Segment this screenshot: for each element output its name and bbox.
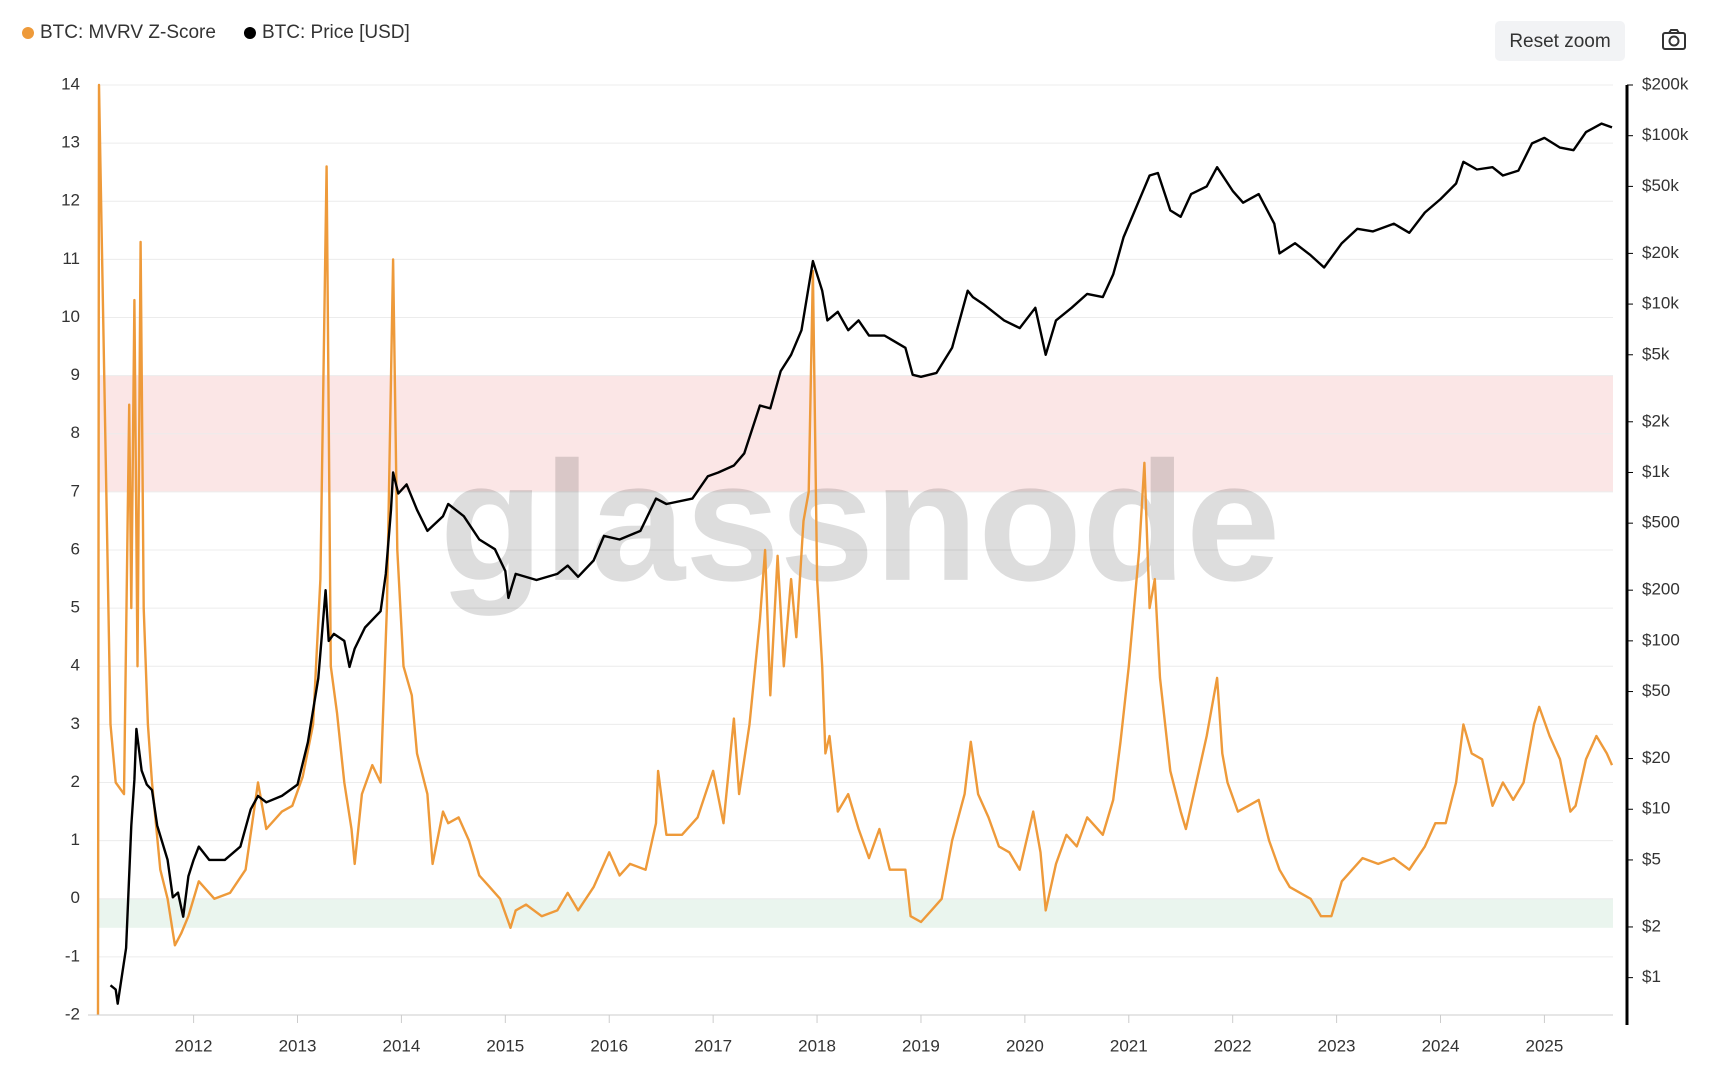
legend: BTC: MVRV Z-Score BTC: Price [USD] [22, 22, 410, 43]
button-background[interactable] [1495, 21, 1625, 61]
y-tick-label: 14 [61, 74, 80, 93]
y-tick-label: 3 [71, 714, 80, 733]
legend-label: BTC: MVRV Z-Score [40, 22, 216, 43]
x-tick-label: 2021 [1110, 1036, 1148, 1055]
y2-tick-label: $50k [1642, 176, 1679, 195]
y2-tick-label: $50 [1642, 681, 1670, 700]
y2-tick-label: $1k [1642, 462, 1670, 481]
y-tick-label: 9 [71, 365, 80, 384]
y2-tick-label: $5 [1642, 849, 1661, 868]
lines [96, 83, 1614, 1016]
x-tick-label: 2017 [694, 1036, 732, 1055]
y2-tick-label: $500 [1642, 513, 1680, 532]
y-tick-label: 2 [71, 772, 80, 791]
legend-label: BTC: Price [USD] [262, 22, 410, 43]
y-tick-label: 7 [71, 481, 80, 500]
x-tick-label: 2020 [1006, 1036, 1044, 1055]
y-tick-label: 10 [61, 307, 80, 326]
y2-tick-label: $20k [1642, 243, 1679, 262]
button-label[interactable]: Reset zoom [1509, 31, 1610, 52]
x-tick-label: 2023 [1318, 1036, 1356, 1055]
legend-marker [22, 27, 34, 39]
y2-tick-label: $10 [1642, 799, 1670, 818]
x-tick-label: 2013 [279, 1036, 317, 1055]
y2-tick-label: $10k [1642, 294, 1679, 313]
camera-lens[interactable] [1668, 35, 1680, 47]
y-tick-label: 5 [71, 598, 80, 617]
y2-tick-label: $100 [1642, 630, 1680, 649]
series-line [109, 122, 1613, 1005]
y2-tick-label: $2 [1642, 916, 1661, 935]
series-line [96, 83, 1614, 1016]
y-tick-label: 8 [71, 423, 80, 442]
axes: -2-101234567891011121314$1$2$5$10$20$50$… [61, 74, 1689, 1055]
x-tick-label: 2018 [798, 1036, 836, 1055]
y-tick-label: 12 [61, 191, 80, 210]
y2-tick-label: $200 [1642, 580, 1680, 599]
camera-body[interactable] [1662, 32, 1686, 50]
y2-tick-label: $20 [1642, 748, 1670, 767]
x-tick-label: 2022 [1214, 1036, 1252, 1055]
x-tick-label: 2012 [175, 1036, 213, 1055]
grid [98, 84, 1613, 1016]
zone [98, 898, 1613, 928]
y-tick-label: 6 [71, 539, 80, 558]
y-tick-label: -1 [65, 946, 80, 965]
y2-tick-label: $2k [1642, 411, 1670, 430]
x-tick-label: 2015 [486, 1036, 524, 1055]
y-tick-label: 11 [62, 249, 80, 268]
x-tick-label: 2025 [1526, 1036, 1564, 1055]
y2-tick-label: $1 [1642, 967, 1661, 986]
y-tick-label: -2 [65, 1004, 80, 1023]
camera-icon[interactable] [1662, 29, 1686, 50]
x-tick-label: 2019 [902, 1036, 940, 1055]
y2-tick-label: $200k [1642, 74, 1689, 93]
x-tick-label: 2016 [590, 1036, 628, 1055]
y-tick-label: 13 [61, 133, 80, 152]
reset-zoom-button[interactable]: Reset zoom [1495, 21, 1625, 61]
x-tick-label: 2014 [383, 1036, 421, 1055]
y-tick-label: 1 [71, 830, 80, 849]
x-tick-label: 2024 [1422, 1036, 1460, 1055]
camera-top[interactable] [1668, 29, 1680, 34]
y-tick-label: 4 [71, 656, 80, 675]
legend-marker [243, 27, 256, 39]
y-tick-label: 0 [71, 888, 80, 907]
y2-tick-label: $5k [1642, 344, 1670, 363]
y2-tick-label: $100k [1642, 125, 1689, 144]
